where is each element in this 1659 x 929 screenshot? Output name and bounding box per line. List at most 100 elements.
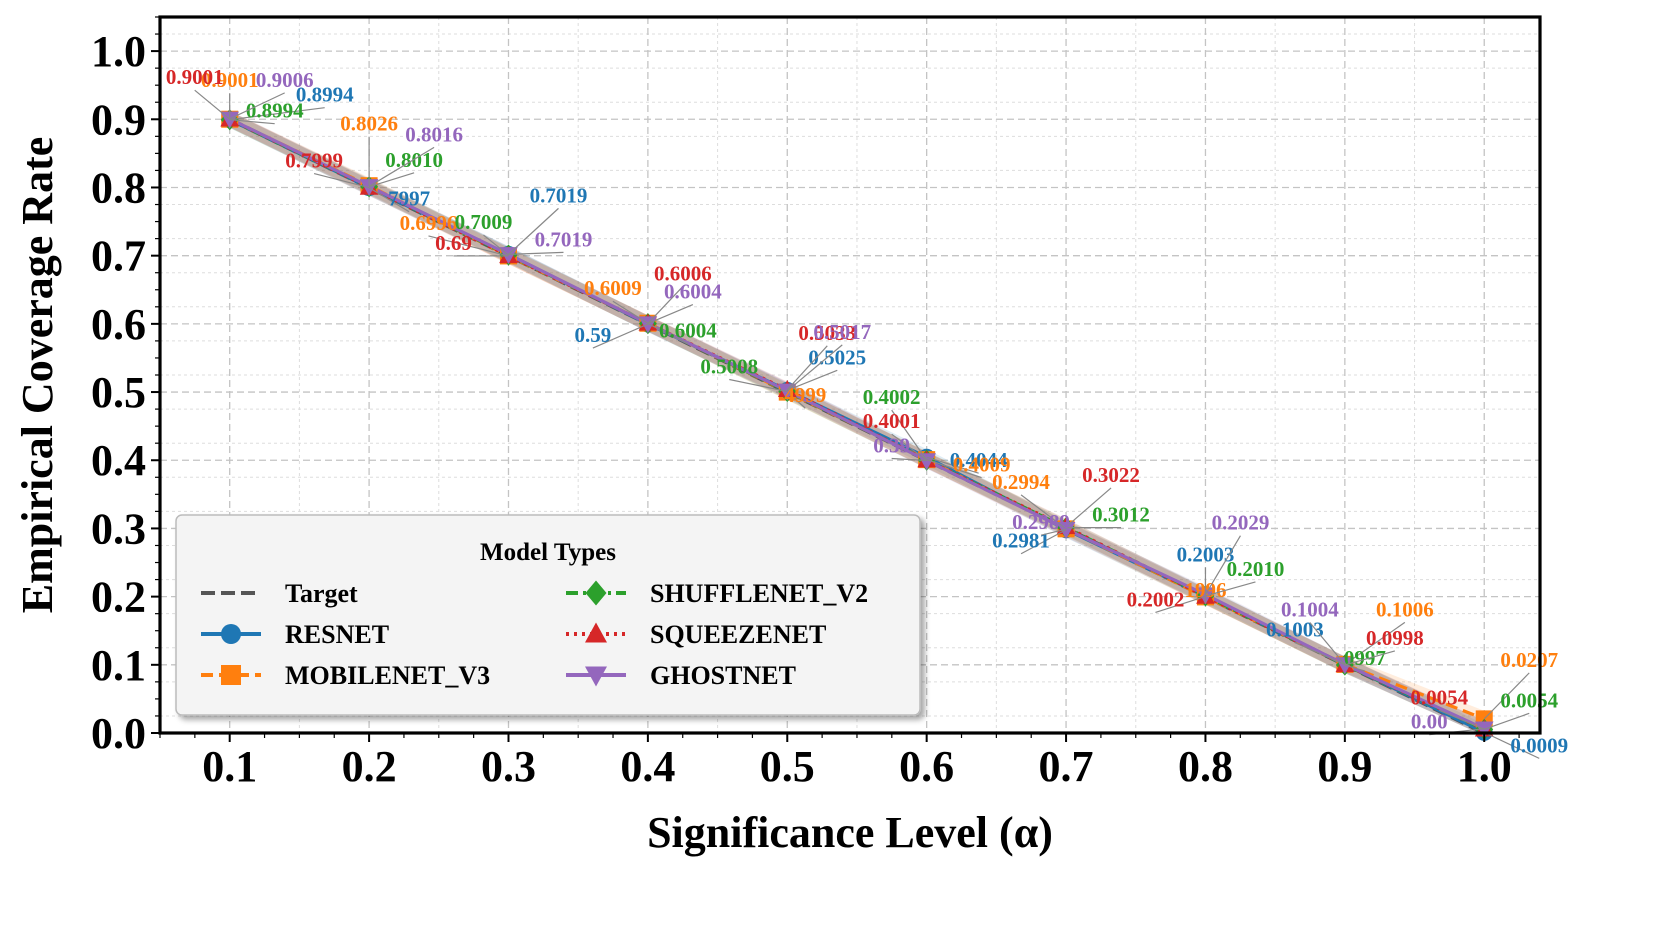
annotation-arrow [1483, 672, 1530, 720]
annotation-arrow [729, 378, 788, 393]
x-tick-label: 0.9 [1317, 742, 1372, 791]
annotation-arrow [229, 107, 325, 121]
annotation-arrow [368, 187, 410, 213]
annotation-arrow [428, 235, 509, 257]
data-label-resnet: 0.4044 [950, 448, 1008, 472]
data-label-shufflenet_v2: 0.3012 [1092, 503, 1150, 527]
y-tick-label: 1.0 [91, 27, 146, 76]
data-label-shufflenet_v2: 0.6004 [659, 319, 717, 343]
band-mobilenet_v3 [229, 111, 1485, 728]
annotation-arrow [508, 207, 559, 255]
x-tick-label: 0.8 [1178, 742, 1233, 791]
y-tick-label: 0.8 [91, 163, 146, 212]
annotation-arrow [926, 456, 979, 474]
y-tick-label: 0.5 [91, 368, 146, 417]
data-label-mobilenet_v3: 0.9001 [201, 68, 259, 92]
annotation-arrow [1040, 528, 1067, 536]
annotation-arrow [1020, 529, 1067, 555]
annotation-arrow [787, 369, 838, 391]
y-tick-label: 0.0 [91, 709, 146, 758]
data-label-mobilenet_v3: 0.0207 [1500, 648, 1558, 672]
annotation-arrow [229, 119, 275, 125]
data-label-squeezenet: 0.7999 [285, 149, 343, 173]
data-label-squeezenet: 0.0998 [1366, 626, 1424, 650]
annotation-arrow [508, 251, 564, 255]
data-label-shufflenet_v2: 0.8994 [246, 99, 304, 123]
data-label-mobilenet_v3: 0.2994 [992, 470, 1050, 494]
data-label-mobilenet_v3: 0.6009 [584, 276, 642, 300]
data-label-ghostnet: 0.6004 [664, 280, 722, 304]
data-label-ghostnet: 0.7019 [535, 227, 593, 251]
annotation-arrow [313, 172, 370, 189]
legend-marker [585, 666, 607, 687]
y-tick-label: 0.2 [91, 573, 146, 622]
data-label-squeezenet: 0.4001 [863, 409, 921, 433]
axes: 0.1 0.2 0.3 0.4 0.5 0.6 0.7 0.8 0.9 1.00.00.10.20… [13, 15, 1542, 857]
data-label-shufflenet_v2: 0.4002 [863, 385, 921, 409]
annotation-arrow [1344, 621, 1406, 665]
x-tick-label: 0.7 [1039, 742, 1094, 791]
annotation-arrow [368, 172, 415, 188]
marker-ghostnet [1056, 521, 1076, 539]
data-label-ghostnet: 0.1004 [1281, 598, 1339, 622]
x-tick-label: 0.6 [899, 742, 954, 791]
annotation-arrow [1065, 487, 1112, 528]
annotation-arrow [592, 323, 649, 349]
legend-label: GHOSTNET [650, 661, 796, 690]
annotation-arrow [612, 300, 649, 324]
y-tick-label: 0.9 [91, 95, 146, 144]
data-label-resnet: 0.7019 [530, 183, 588, 207]
data-label-resnet: 0.1003 [1266, 618, 1324, 642]
data-label-ghostnet: 0.2029 [1212, 511, 1270, 535]
annotation-arrow [786, 345, 828, 391]
annotation-arrow [483, 234, 509, 256]
legend-box [175, 514, 921, 716]
series-line-ghostnet [229, 117, 1485, 731]
y-tick-label: 0.4 [91, 436, 146, 485]
annotation-arrow [1483, 731, 1540, 759]
annotation-arrow [1294, 642, 1346, 666]
data-label-shufflenet_v2: 0.0054 [1500, 688, 1558, 712]
legend-marker [585, 622, 607, 643]
annotation-arrow [229, 92, 285, 120]
data-label-squeezenet: 0.69 [435, 231, 472, 255]
annotation-arrow [1309, 622, 1346, 665]
data-label-ghostnet: 0.5017 [813, 320, 871, 344]
marker-ghostnet [1474, 721, 1494, 739]
data-label-ghostnet: 0.9006 [256, 68, 314, 92]
series-lines [228, 117, 1486, 735]
data-label-squeezenet: 0.2002 [1127, 587, 1185, 611]
x-tick-label: 0.3 [481, 742, 536, 791]
legend-marker [221, 665, 241, 685]
data-label-mobilenet_v3: 1996 [1184, 578, 1226, 602]
data-label-ghostnet: 0.00 [1411, 710, 1448, 734]
legend-marker [585, 580, 607, 606]
annotation-arrow [786, 391, 806, 409]
data-label-resnet: 7997 [388, 187, 430, 211]
annotation-arrow [891, 433, 928, 461]
annotation-arrow [1344, 664, 1366, 672]
y-axis-title: Empirical Coverage Rate [13, 137, 62, 614]
x-tick-label: 0.1 [202, 742, 257, 791]
legend-label: SQUEEZENET [650, 620, 826, 649]
annotation-arrow [891, 457, 927, 462]
data-label-mobilenet_v3: 0.4009 [953, 453, 1011, 477]
data-label-squeezenet: 0.6006 [654, 261, 712, 285]
legend-marker [221, 624, 241, 644]
annotation-arrow [926, 459, 982, 479]
x-axis-title: Significance Level (α) [647, 808, 1053, 857]
data-label-resnet: 0.0009 [1510, 733, 1568, 757]
annotation-arrow [1484, 712, 1530, 730]
x-tick-label: 0.5 [760, 742, 815, 791]
x-tick-label: 0.2 [342, 742, 397, 791]
data-label-squeezenet: 0.9001 [166, 65, 224, 89]
annotation-arrow [1205, 581, 1256, 597]
data-label-shufflenet_v2: 0.5008 [700, 355, 758, 379]
annotation-arrow [647, 286, 684, 324]
marker-ghostnet [917, 453, 937, 471]
x-tick-label: 0.4 [620, 742, 675, 791]
data-label-mobilenet_v3: 0.6996 [400, 211, 458, 235]
y-tick-label: 0.6 [91, 300, 146, 349]
